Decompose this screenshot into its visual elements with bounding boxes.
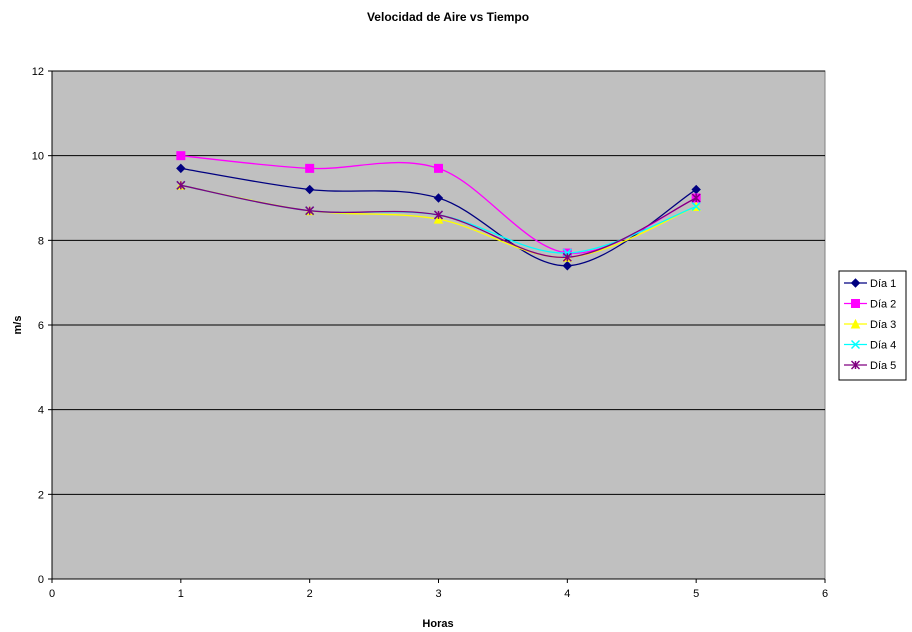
legend-label: Día 1 <box>870 278 896 290</box>
y-tick-label: 4 <box>38 405 44 417</box>
x-tick-label: 0 <box>49 588 55 600</box>
y-tick-label: 10 <box>32 151 44 163</box>
data-point <box>433 210 444 220</box>
marker-stroke <box>562 248 572 258</box>
chart-title: Velocidad de Aire vs Tiempo <box>367 10 529 24</box>
series-5 <box>176 180 701 262</box>
x-tick-label: 4 <box>564 588 570 600</box>
x-tick-label: 3 <box>435 588 441 600</box>
legend-item: Día 4 <box>844 340 896 352</box>
x-tick-label: 5 <box>693 588 699 600</box>
y-tick-label: 0 <box>38 574 44 586</box>
legend-label: Día 4 <box>870 340 896 352</box>
y-tick-label: 12 <box>32 66 44 78</box>
legend-item: Día 1 <box>844 278 896 290</box>
data-point <box>433 193 444 203</box>
y-tick-label: 6 <box>38 320 44 332</box>
data-point <box>433 214 444 224</box>
legend-marker <box>850 318 861 329</box>
marker-stroke <box>691 201 701 211</box>
legend-marker <box>851 299 860 308</box>
y-axis-label: m/s <box>12 316 24 335</box>
x-tick-label: 1 <box>178 588 184 600</box>
legend-marker <box>850 339 861 350</box>
data-point <box>304 184 315 195</box>
data-point <box>434 163 443 173</box>
data-point <box>176 151 186 161</box>
x-tick-label: 2 <box>307 588 313 600</box>
legend-marker <box>850 360 861 370</box>
x-tick-label: 6 <box>822 588 828 600</box>
data-point <box>305 163 315 173</box>
data-point <box>562 261 573 271</box>
legend: Día 1 Día 2 Día 3 Día 4 Día 5 <box>838 270 907 381</box>
x-axis-label: Horas <box>422 618 453 630</box>
legend-box <box>838 270 907 381</box>
data-point <box>176 163 186 174</box>
data-point <box>305 206 315 216</box>
y-tick-label: 8 <box>38 235 44 247</box>
legend-label: Día 3 <box>870 319 896 331</box>
data-point <box>562 248 572 258</box>
legend-item: Día 2 <box>844 299 896 311</box>
legend-label: Día 2 <box>870 299 896 311</box>
marker-stroke <box>850 339 861 350</box>
legend-item: Día 3 <box>844 318 896 331</box>
legend-item: Día 5 <box>844 360 896 372</box>
data-point <box>176 180 186 190</box>
legend-label: Día 5 <box>870 360 896 372</box>
legend-marker <box>850 278 861 288</box>
y-tick-label: 2 <box>38 489 44 501</box>
series-1 <box>176 163 701 271</box>
data-point <box>691 201 701 211</box>
data-point <box>562 252 572 262</box>
data-point <box>691 193 701 203</box>
